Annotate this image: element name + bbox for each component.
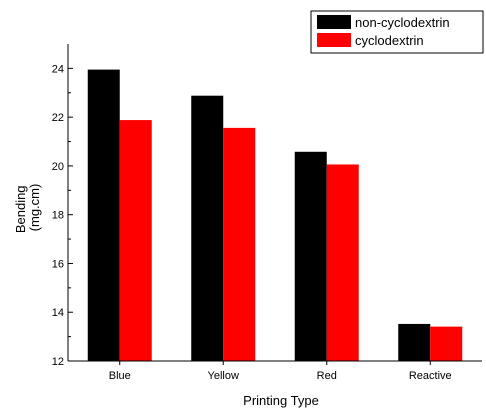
bar-blue-non-cyclodextrin [87, 69, 120, 361]
y-tick-label: 22 [52, 112, 64, 124]
bar-blue-cyclodextrin [119, 120, 152, 361]
bar-red-cyclodextrin [326, 164, 359, 361]
y-ticks-group: 12 14 16 18 20 22 24 [52, 63, 73, 368]
legend-swatch-cyclodextrin [317, 33, 351, 47]
x-tick-label: Yellow [208, 370, 239, 382]
x-tick-label: Blue [109, 370, 131, 382]
y-tick-label: 16 [52, 258, 64, 270]
x-ticks-group: Blue Yellow Red Reactive [109, 361, 452, 382]
bar-yellow-non-cyclodextrin [191, 95, 224, 362]
y-axis-title-line-2: (mg.cm) [27, 184, 42, 232]
y-axis-title: Bending (mg.cm) [13, 182, 42, 233]
y-tick-label: 24 [52, 63, 64, 75]
legend-label-non-cyclodextrin: non-cyclodextrin [355, 15, 450, 30]
legend-label-cyclodextrin: cyclodextrin [355, 33, 424, 48]
y-tick-label: 12 [52, 356, 64, 368]
x-tick-label: Red [317, 370, 337, 382]
bars-group [87, 69, 463, 362]
legend: non-cyclodextrin cyclodextrin [310, 10, 484, 54]
axes-group [67, 44, 482, 362]
y-tick-label: 18 [52, 210, 64, 222]
y-axis-title-line-1: Bending [13, 185, 28, 233]
bar-red-non-cyclodextrin [294, 151, 327, 361]
bar-yellow-cyclodextrin [223, 127, 256, 361]
bar-reactive-non-cyclodextrin [398, 323, 431, 361]
y-tick-label: 14 [52, 307, 64, 319]
x-tick-label: Reactive [409, 370, 452, 382]
y-tick-label: 20 [52, 161, 64, 173]
legend-swatch-non-cyclodextrin [317, 15, 351, 29]
x-axis-title: Printing Type [243, 393, 319, 408]
bar-reactive-cyclodextrin [430, 326, 463, 361]
